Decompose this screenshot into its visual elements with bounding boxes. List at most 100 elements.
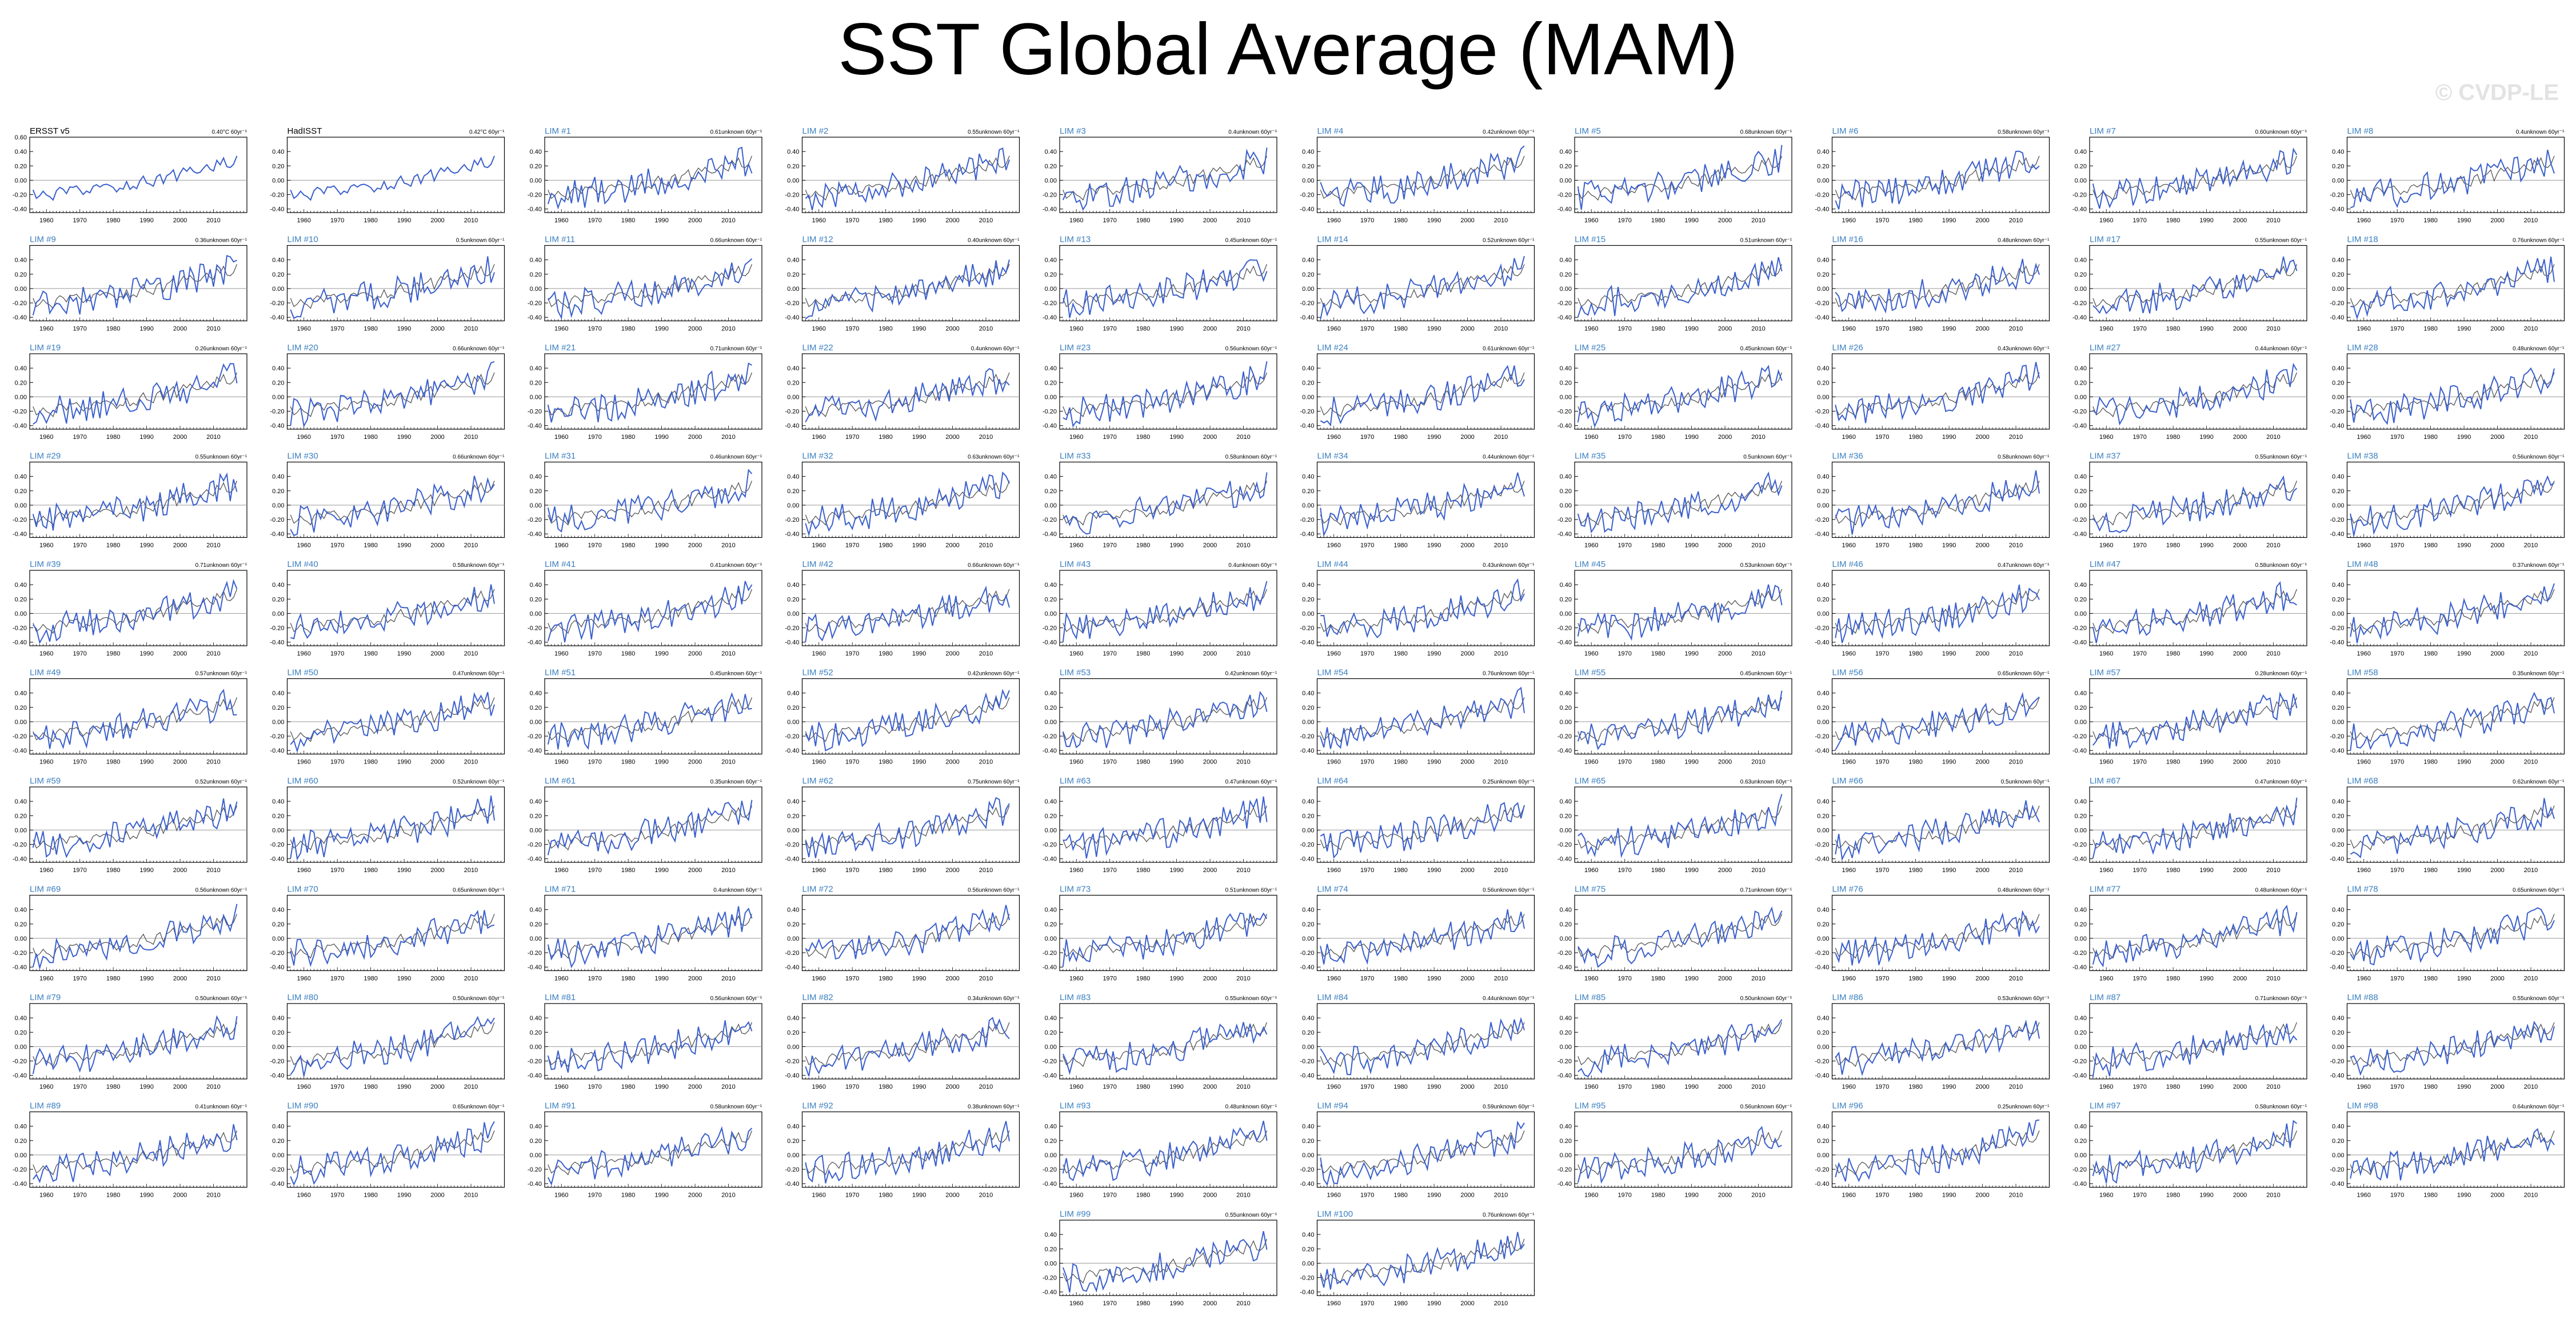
x-tick-label: 1990 <box>1169 434 1183 441</box>
trend-label: 0.66unknown 60yr⁻¹ <box>453 454 505 461</box>
x-tick-label: 2000 <box>430 759 444 766</box>
y-tick-label: -0.40 <box>1557 314 1572 321</box>
observed-series-line <box>1063 372 1268 418</box>
y-tick-label: -0.20 <box>1557 733 1572 740</box>
x-tick-label: 1990 <box>1942 217 1956 224</box>
y-tick-label: 0.00 <box>787 719 799 726</box>
y-tick-label: 0.00 <box>1045 177 1057 184</box>
y-tick-label: -0.20 <box>1300 517 1314 523</box>
y-tick-label: 0.40 <box>787 257 799 264</box>
x-tick-label: 1980 <box>2423 326 2437 333</box>
x-tick-label: 1980 <box>1908 217 1922 224</box>
x-tick-label: 1960 <box>1327 759 1340 766</box>
x-tick-label: 1960 <box>39 217 53 224</box>
y-tick-label: 0.00 <box>1560 177 1572 184</box>
y-tick-label: -0.40 <box>785 423 799 430</box>
x-tick-label: 1960 <box>297 326 310 333</box>
y-tick-label: -0.40 <box>785 206 799 213</box>
observed-series-line <box>2350 155 2555 201</box>
x-tick-label: 1970 <box>330 326 344 333</box>
y-tick-label: 0.00 <box>1817 394 1829 401</box>
observed-series-line <box>548 372 753 418</box>
x-tick-label: 2010 <box>979 434 993 441</box>
x-tick-label: 2000 <box>1975 217 1989 224</box>
y-tick-label: -0.20 <box>1300 625 1314 632</box>
panel-53: LIM #51 0.45unknown 60yr⁻¹ -0.40 -0.20 0.00 0… <box>528 668 762 766</box>
x-tick-label: 1960 <box>2357 542 2370 549</box>
x-tick-label: 1970 <box>1875 326 1889 333</box>
y-tick-label: 0.40 <box>272 690 284 697</box>
y-tick-label: -0.20 <box>785 409 799 415</box>
x-tick-label: 2000 <box>1975 326 1989 333</box>
x-tick-label: 1990 <box>1942 650 1956 657</box>
observed-series-line <box>1577 155 1783 201</box>
trend-label: 0.58unknown 60yr⁻¹ <box>1225 454 1277 461</box>
x-tick-label: 2000 <box>945 759 959 766</box>
y-tick-label: -0.40 <box>1300 531 1314 538</box>
x-tick-label: 1990 <box>1169 650 1183 657</box>
y-tick-label: -0.40 <box>1300 423 1314 430</box>
y-tick-label: 0.00 <box>1817 177 1829 184</box>
y-tick-label: 0.40 <box>2075 582 2087 589</box>
x-tick-label: 2000 <box>1203 759 1217 766</box>
panel-title: LIM #10 <box>287 235 318 245</box>
y-tick-label: 0.20 <box>2332 488 2344 495</box>
x-tick-label: 2000 <box>688 650 702 657</box>
panel-title: LIM #25 <box>1575 343 1605 353</box>
y-tick-label: 0.00 <box>2075 502 2087 509</box>
panel-19: LIM #17 0.55unknown 60yr⁻¹ -0.40 -0.20 0.00 0… <box>2072 235 2307 333</box>
x-tick-label: 1980 <box>364 326 377 333</box>
panel-38: LIM #36 0.58unknown 60yr⁻¹ -0.40 -0.20 0.00 0… <box>1815 451 2050 549</box>
panel-title: LIM #34 <box>1317 451 1348 461</box>
x-tick-label: 2010 <box>1236 542 1250 549</box>
series-line <box>1320 578 1525 638</box>
observed-series-line <box>2350 264 2555 309</box>
x-tick-label: 1960 <box>2357 326 2370 333</box>
trend-label: 0.51unknown 60yr⁻¹ <box>1740 238 1792 244</box>
x-tick-label: 1990 <box>139 650 153 657</box>
series-line <box>2092 475 2298 533</box>
y-tick-label: 0.40 <box>1302 365 1314 372</box>
x-tick-label: 2010 <box>721 650 735 657</box>
y-tick-label: -0.40 <box>2330 206 2344 213</box>
y-tick-label: 0.20 <box>2075 488 2087 495</box>
x-tick-label: 1990 <box>654 434 668 441</box>
y-tick-label: 0.40 <box>1045 257 1057 264</box>
y-tick-label: 0.40 <box>2332 365 2344 372</box>
x-tick-label: 1990 <box>397 650 411 657</box>
plot-frame <box>1831 353 2050 430</box>
x-tick-label: 2000 <box>2233 217 2247 224</box>
plot-frame <box>544 678 762 755</box>
y-tick-label: -0.20 <box>785 300 799 307</box>
y-tick-label: 0.00 <box>15 394 27 401</box>
y-tick-label: 0.00 <box>2332 177 2344 184</box>
y-tick-label: 0.20 <box>787 379 799 386</box>
panel-title: LIM #13 <box>1060 235 1091 245</box>
x-tick-label: 1960 <box>1327 542 1340 549</box>
x-tick-label: 2000 <box>1203 650 1217 657</box>
y-tick-label: 0.40 <box>15 690 27 697</box>
panel-title: LIM #41 <box>545 559 576 569</box>
x-tick-label: 1960 <box>39 542 53 549</box>
panel-title: LIM #19 <box>30 343 61 353</box>
x-tick-label: 1980 <box>1136 326 1150 333</box>
y-tick-label: 0.20 <box>15 271 27 278</box>
x-tick-label: 1960 <box>2099 434 2113 441</box>
observed-series-line <box>2350 589 2555 634</box>
x-tick-label: 1990 <box>139 542 153 549</box>
x-tick-label: 2010 <box>1751 434 1765 441</box>
series-line <box>805 689 1010 752</box>
panel-title: LIM #8 <box>2347 126 2374 136</box>
x-tick-label: 1980 <box>1393 326 1407 333</box>
plot-frame <box>801 245 1020 322</box>
y-tick-label: -0.40 <box>2072 531 2087 538</box>
x-tick-label: 1960 <box>1584 650 1598 657</box>
x-tick-label: 1970 <box>1875 650 1889 657</box>
x-tick-label: 1960 <box>812 217 825 224</box>
plot-frame <box>29 245 247 322</box>
x-tick-label: 1980 <box>878 326 892 333</box>
x-tick-label: 2010 <box>1494 650 1508 657</box>
y-tick-label: -0.40 <box>2072 423 2087 430</box>
trend-label: 0.5unknown 60yr⁻¹ <box>456 238 505 244</box>
x-tick-label: 1960 <box>297 650 310 657</box>
